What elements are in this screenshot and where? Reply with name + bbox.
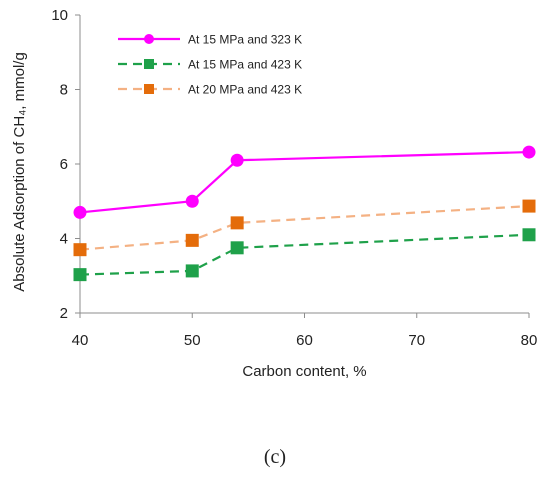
data-point bbox=[522, 199, 536, 213]
y-tick-label: 10 bbox=[51, 7, 68, 24]
series-2 bbox=[73, 228, 536, 282]
data-point bbox=[230, 241, 244, 255]
panel-label: (c) bbox=[263, 446, 287, 468]
legend-label: At 15 MPa and 423 K bbox=[188, 58, 302, 72]
y-axis-title: Absolute Adsorption of CH₄, mmol/g bbox=[11, 52, 28, 292]
data-point bbox=[522, 145, 536, 159]
data-point bbox=[230, 216, 244, 230]
legend-label: At 20 MPa and 423 K bbox=[188, 83, 302, 97]
y-tick-label: 8 bbox=[60, 82, 68, 99]
data-point bbox=[73, 268, 87, 282]
axes: 2 4 6 8 10 40 50 60 70 80 bbox=[51, 7, 537, 349]
y-tick-label: 4 bbox=[60, 231, 68, 248]
legend-marker bbox=[144, 59, 154, 69]
series-group bbox=[73, 145, 536, 282]
data-point bbox=[522, 228, 536, 242]
y-tick-label: 2 bbox=[60, 305, 68, 322]
legend-marker bbox=[144, 84, 154, 94]
legend-label: At 15 MPa and 323 K bbox=[188, 33, 302, 47]
data-point bbox=[185, 264, 199, 278]
x-tick-label: 80 bbox=[521, 332, 538, 349]
x-tick-label: 60 bbox=[296, 332, 313, 349]
legend-marker bbox=[144, 34, 154, 44]
data-point bbox=[73, 243, 87, 257]
series-3 bbox=[73, 199, 536, 257]
data-point bbox=[185, 194, 199, 208]
y-tick-label: 6 bbox=[60, 156, 68, 173]
x-tick-label: 70 bbox=[408, 332, 425, 349]
series-line bbox=[79, 233, 530, 276]
series-1 bbox=[73, 145, 536, 219]
legend: At 15 MPa and 323 K At 15 MPa and 423 K At… bbox=[118, 33, 302, 97]
series-line bbox=[79, 150, 530, 214]
series-line bbox=[79, 204, 530, 251]
data-point bbox=[230, 153, 244, 167]
x-tick-label: 40 bbox=[72, 332, 89, 349]
data-point bbox=[185, 233, 199, 247]
x-axis-title: Carbon content, % bbox=[242, 363, 366, 380]
data-point bbox=[73, 205, 87, 219]
x-tick-label: 50 bbox=[184, 332, 201, 349]
